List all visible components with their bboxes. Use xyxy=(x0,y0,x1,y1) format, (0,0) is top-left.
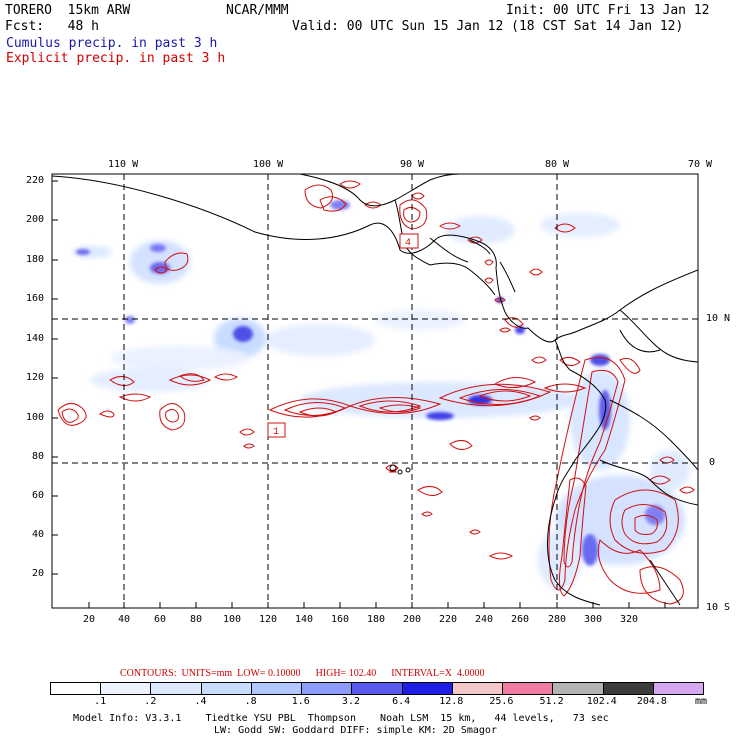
interval-label: INTERVAL=X 4.0000 xyxy=(391,668,485,679)
x-tick-240: 240 xyxy=(475,614,494,625)
init-label: Init: 00 UTC Fri 13 Jan 12 xyxy=(506,3,710,18)
valid-time-label: Valid: 00 UTC Sun 15 Jan 12 (18 CST Sat … xyxy=(292,19,684,34)
x-tick-140: 140 xyxy=(295,614,314,625)
map-frame xyxy=(51,173,699,609)
lon-label-110w: 110 W xyxy=(108,159,139,170)
contours-label: CONTOURS: xyxy=(120,668,177,679)
min-marker: 1 xyxy=(267,422,286,438)
cumulus-legend-label: Cumulus precip. in past 3 h xyxy=(6,36,218,51)
lon-label-90w: 90 W xyxy=(400,159,425,170)
colorbar-tick-label: .8 xyxy=(244,696,257,707)
y-tick-120: 120 xyxy=(26,372,45,383)
colorbar-swatch xyxy=(653,683,704,694)
lat-label-0: 0 xyxy=(709,457,716,468)
model-info-line: Model Info: V3.3.1 Tiedtke YSU PBL Thomp… xyxy=(73,713,609,724)
colorbar-tick-label: 204.8 xyxy=(636,696,667,707)
lon-label-80w: 80 W xyxy=(545,159,570,170)
model-label: TORERO 15km ARW xyxy=(5,3,131,18)
org-label: NCAR/MMM xyxy=(226,3,289,18)
colorbar-tick-labels: .1 .2 .4 .8 1.6 3.2 6.4 12.8 25.6 51.2 102.4 204.8 xyxy=(50,695,702,707)
colorbar-tick-label: 51.2 xyxy=(539,696,564,707)
x-tick-200: 200 xyxy=(403,614,422,625)
x-tick-260: 260 xyxy=(511,614,530,625)
colorbar-swatch xyxy=(251,683,303,694)
colorbar-swatch xyxy=(151,683,202,694)
colorbar-tick-label: 25.6 xyxy=(489,696,514,707)
colorbar-swatch xyxy=(101,683,152,694)
x-tick-100: 100 xyxy=(223,614,242,625)
colorbar xyxy=(50,682,704,695)
y-tick-40: 40 xyxy=(32,529,45,540)
colorbar-unit: mm xyxy=(695,696,708,707)
y-tick-60: 60 xyxy=(32,490,45,501)
y-tick-160: 160 xyxy=(26,293,45,304)
colorbar-tick-label: 102.4 xyxy=(586,696,617,707)
x-tick-20: 20 xyxy=(83,614,96,625)
forecast-hour-label: Fcst: 48 h xyxy=(5,19,99,34)
low-label: LOW= 0.10000 xyxy=(237,668,301,679)
colorbar-tick-label: .1 xyxy=(94,696,107,707)
colorbar-swatch xyxy=(553,683,604,694)
colorbar-swatch xyxy=(352,683,403,694)
y-tick-80: 80 xyxy=(32,451,45,462)
x-tick-180: 180 xyxy=(367,614,386,625)
y-tick-180: 180 xyxy=(26,254,45,265)
colorbar-swatch xyxy=(201,683,252,694)
colorbar-swatch xyxy=(452,683,504,694)
x-tick-120: 120 xyxy=(259,614,278,625)
y-tick-100: 100 xyxy=(26,412,45,423)
physics-info-line: LW: Godd SW: Goddard DIFF: simple KM: 2D… xyxy=(214,725,497,736)
y-tick-20: 20 xyxy=(32,568,45,579)
x-tick-300: 300 xyxy=(584,614,603,625)
lat-label-10n: 10 N xyxy=(706,313,731,324)
colorbar-swatch xyxy=(302,683,353,694)
colorbar-swatch xyxy=(603,683,654,694)
cumulus-precip-cores xyxy=(76,200,665,566)
colorbar-tick-label: 6.4 xyxy=(392,696,411,707)
max-marker: 4 xyxy=(399,233,419,249)
lon-label-70w: 70 W xyxy=(688,159,713,170)
colorbar-swatch xyxy=(402,683,453,694)
y-tick-140: 140 xyxy=(26,333,45,344)
y-tick-200: 200 xyxy=(26,214,45,225)
colorbar-tick-label: 1.6 xyxy=(291,696,310,707)
coastlines xyxy=(52,174,698,606)
x-tick-40: 40 xyxy=(118,614,131,625)
x-tick-220: 220 xyxy=(439,614,458,625)
max-marker-label: 4 xyxy=(405,238,411,249)
x-tick-160: 160 xyxy=(331,614,350,625)
explicit-precip-contours xyxy=(57,180,695,605)
x-tick-80: 80 xyxy=(190,614,203,625)
colorbar-tick-label: 12.8 xyxy=(439,696,464,707)
y-tick-220: 220 xyxy=(26,175,45,186)
colorbar-tick-label: .2 xyxy=(144,696,157,707)
contour-info: CONTOURS: UNITS=mm LOW= 0.10000 HIGH= 10… xyxy=(120,667,484,681)
x-tick-280: 280 xyxy=(548,614,567,625)
colorbar-swatch xyxy=(503,683,554,694)
lon-label-100w: 100 W xyxy=(253,159,284,170)
min-marker-label: 1 xyxy=(273,427,279,438)
axis-ticks xyxy=(52,180,666,608)
high-label: HIGH= 102.40 xyxy=(315,668,377,679)
colorbar-tick-label: .4 xyxy=(194,696,207,707)
colorbar-tick-label: 3.2 xyxy=(341,696,360,707)
lat-label-10s: 10 S xyxy=(706,602,731,613)
x-tick-320: 320 xyxy=(620,614,639,625)
explicit-legend-label: Explicit precip. in past 3 h xyxy=(6,51,226,66)
x-tick-60: 60 xyxy=(154,614,167,625)
colorbar-swatch xyxy=(51,683,102,694)
units-label: UNITS=mm xyxy=(181,668,233,679)
